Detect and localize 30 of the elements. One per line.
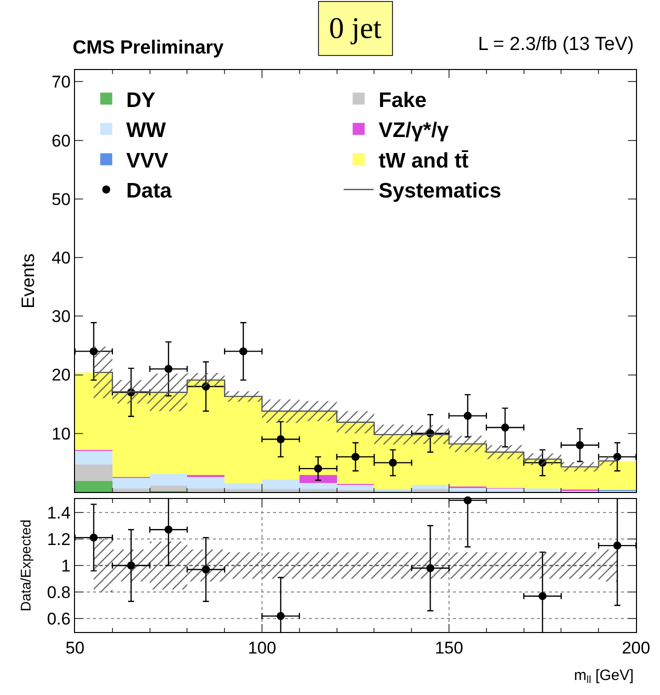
y-tick-label: 10 [52, 424, 71, 444]
legend-label: VVV [126, 149, 168, 172]
y-tick-label: 40 [52, 248, 71, 268]
x-tick-label: 100 [248, 638, 276, 658]
y-tick-label: 60 [52, 131, 71, 150]
legend-label: Fake [378, 88, 427, 112]
chart-title: CMS Preliminary [72, 38, 224, 59]
y-tick-label: 0.8 [46, 583, 71, 602]
chart-subtitle: L = 2.3/fb (13 TeV) [478, 34, 634, 55]
y-tick-label: 70 [52, 72, 71, 92]
x-tick-label: 50 [66, 638, 84, 658]
legend-label: VZ/γ*/γ [378, 119, 450, 142]
y-tick-label: 1.4 [46, 503, 71, 522]
y-tick-label: 50 [52, 190, 71, 209]
y-axis-title: Data/Expected [18, 520, 34, 612]
y-tick-label: 0.6 [46, 610, 71, 629]
y-axis-title: Events [18, 253, 38, 309]
y-tick-label: 1.2 [46, 530, 71, 549]
y-tick-label: 30 [52, 307, 71, 326]
legend-label: WW [126, 119, 166, 142]
y-tick-label: 1 [61, 556, 71, 576]
legend-label: Systematics [378, 180, 502, 203]
text: 0 jet [329, 12, 382, 45]
y-tick-label: 20 [52, 366, 71, 385]
legend-label: Data [126, 180, 172, 203]
x-tick-label: 150 [434, 638, 464, 658]
x-tick-label: 200 [622, 638, 650, 658]
legend-label: tW and tt̄ [378, 149, 469, 172]
legend-label: DY [126, 88, 156, 112]
x-axis-title: m$_{ll}$ [GeV] [574, 667, 634, 686]
